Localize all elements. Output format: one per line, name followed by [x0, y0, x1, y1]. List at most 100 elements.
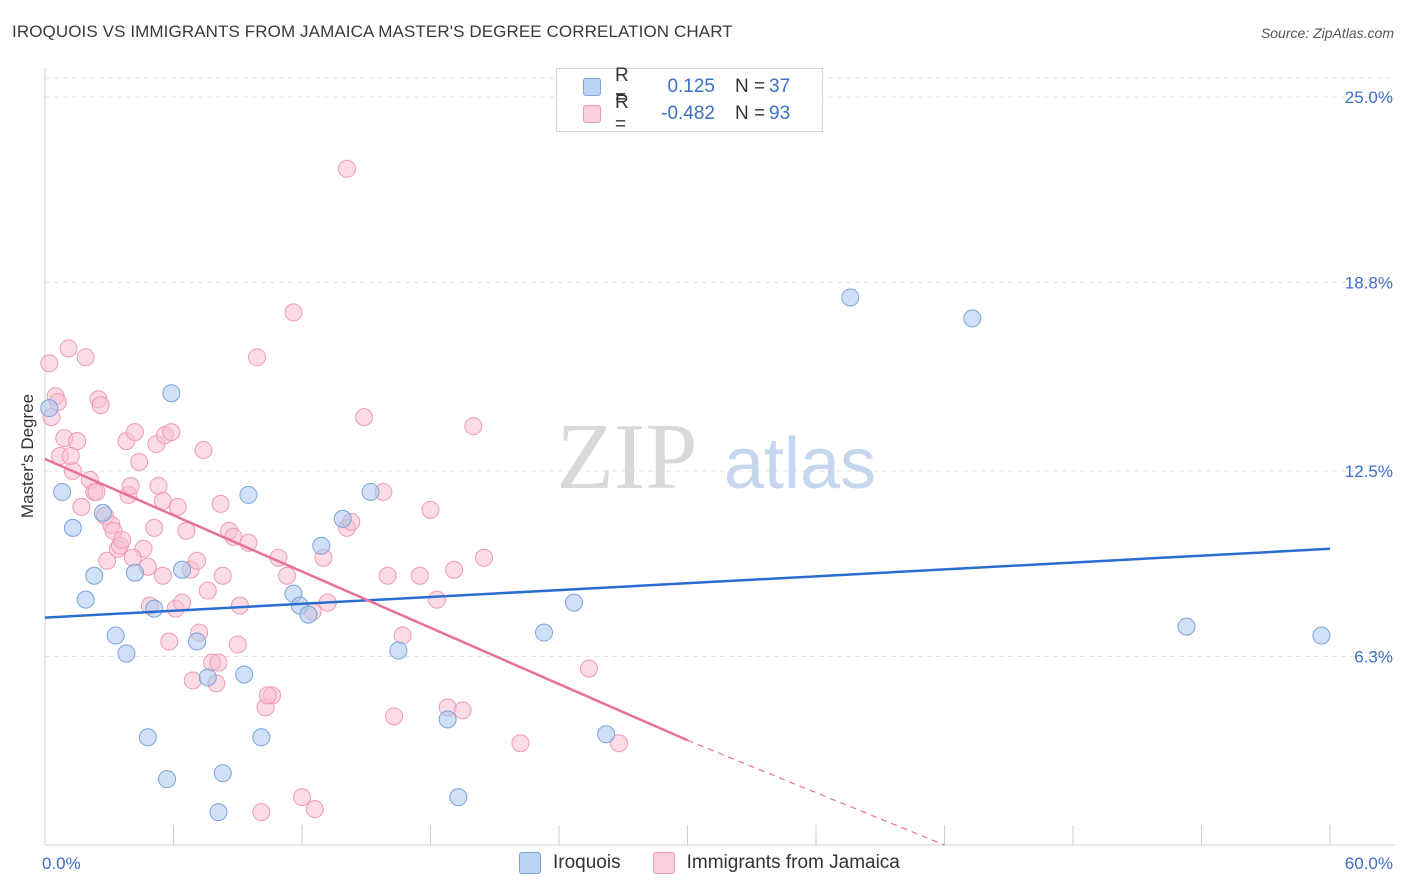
- legend-n-label: N =: [735, 103, 766, 124]
- jamaica-point: [410, 566, 429, 585]
- legend-row-jamaica: R = -0.482 N = 93: [583, 92, 791, 135]
- legend-r-label: R =: [615, 65, 629, 108]
- iroquois-point: [361, 482, 380, 501]
- jamaica-point: [464, 417, 483, 436]
- iroquois-point: [106, 626, 125, 645]
- jamaica-point: [337, 159, 356, 178]
- watermark-zip: ZIP: [557, 405, 698, 509]
- jamaica-point: [511, 734, 530, 753]
- series-legend: Iroquois Immigrants from Jamaica: [519, 852, 932, 874]
- iroquois-point: [40, 399, 59, 418]
- jamaica-trend-line: [44, 457, 689, 742]
- iroquois-point: [1312, 626, 1331, 645]
- iroquois-point: [1177, 617, 1196, 636]
- jamaica-point: [168, 497, 187, 516]
- jamaica-point: [293, 788, 311, 807]
- iroquois-trend-line: [44, 547, 1331, 619]
- jamaica-point: [228, 635, 247, 654]
- jamaica-point: [130, 453, 149, 472]
- legend-swatch-pink: [583, 105, 601, 123]
- trend-layer: [44, 457, 1331, 846]
- iroquois-point: [138, 728, 157, 747]
- axis-layer: 6.3% 12.5% 18.8% 25.0% 0.0% 60.0%: [42, 68, 1395, 873]
- source-label: Source: ZipAtlas.com: [1260, 25, 1394, 41]
- jamaica-point: [160, 632, 179, 651]
- x-tick-label: 60.0%: [1345, 854, 1393, 873]
- jamaica-point: [385, 707, 404, 726]
- jamaica-point: [213, 566, 232, 585]
- chart-title: IROQUOIS VS IMMIGRANTS FROM JAMAICA MAST…: [12, 22, 733, 41]
- jamaica-point: [475, 548, 494, 567]
- series-legend-jamaica[interactable]: Immigrants from Jamaica: [652, 852, 900, 874]
- iroquois-point: [93, 503, 112, 522]
- jamaica-point: [173, 593, 192, 612]
- jamaica-point: [209, 653, 228, 672]
- jamaica-trend-extension: [687, 739, 945, 846]
- jamaica-point: [91, 396, 110, 415]
- iroquois-point: [333, 509, 352, 528]
- iroquois-point: [198, 668, 217, 687]
- jamaica-point: [188, 551, 207, 570]
- iroquois-point: [963, 309, 982, 328]
- jamaica-point: [579, 659, 598, 678]
- jamaica-point: [453, 701, 472, 720]
- y-tick-label: 6.3%: [1354, 648, 1393, 667]
- x-tick-label: 0.0%: [42, 854, 81, 873]
- series-legend-iroquois[interactable]: Iroquois: [519, 852, 621, 874]
- legend-n-value: 37: [769, 76, 791, 97]
- legend-row-iroquois: R = 0.125 N = 37: [583, 65, 791, 108]
- jamaica-point: [258, 686, 277, 705]
- jamaica-point: [59, 339, 78, 358]
- legend-swatch-blue: [583, 78, 601, 96]
- legend-r-value: 0.125: [667, 76, 715, 97]
- iroquois-point: [235, 665, 254, 684]
- jamaica-point: [445, 560, 464, 579]
- iroquois-point: [188, 632, 207, 651]
- jamaica-point: [378, 566, 397, 585]
- y-tick-label: 18.8%: [1345, 274, 1393, 293]
- jamaica-point: [162, 423, 181, 442]
- iroquois-point: [117, 644, 136, 663]
- legend-r-value: -0.482: [661, 103, 715, 124]
- jamaica-point: [393, 626, 412, 645]
- jamaica-point: [98, 551, 117, 570]
- jamaica-point: [194, 441, 213, 460]
- jamaica-point: [153, 566, 172, 585]
- jamaica-point: [427, 590, 446, 609]
- jamaica-point: [421, 500, 440, 519]
- jamaica-point: [284, 303, 303, 322]
- iroquois-point: [239, 485, 258, 504]
- watermark: ZIP atlas: [557, 405, 877, 509]
- y-tick-label: 12.5%: [1345, 462, 1393, 481]
- stats-legend: R = 0.125 N = 37 R = -0.482 N = 93: [556, 65, 823, 135]
- series-swatch-pink: [652, 852, 675, 874]
- jamaica-point: [145, 518, 164, 537]
- jamaica-point: [609, 734, 628, 753]
- iroquois-point: [597, 725, 616, 744]
- iroquois-point: [125, 563, 144, 582]
- jamaica-point: [121, 476, 140, 495]
- iroquois-point: [312, 536, 331, 555]
- watermark-atlas: atlas: [724, 424, 876, 504]
- jamaica-point: [113, 530, 132, 549]
- grid-layer: [45, 77, 1395, 658]
- iroquois-point: [63, 518, 82, 537]
- series-label-jamaica: Immigrants from Jamaica: [686, 852, 900, 873]
- jamaica-point: [87, 482, 106, 501]
- points-layer: [40, 159, 1331, 822]
- jamaica-point: [68, 432, 87, 451]
- jamaica-point: [149, 476, 168, 495]
- jamaica-point: [278, 566, 297, 585]
- jamaica-point: [125, 423, 144, 442]
- y-tick-label: 25.0%: [1345, 88, 1393, 107]
- y-axis-label: Master's Degree: [18, 393, 37, 519]
- iroquois-point: [438, 710, 457, 729]
- iroquois-point: [535, 623, 554, 642]
- iroquois-point: [299, 605, 318, 624]
- jamaica-point: [72, 497, 91, 516]
- jamaica-point: [76, 348, 95, 367]
- jamaica-point: [40, 354, 59, 373]
- legend-n-value: 93: [769, 103, 791, 124]
- iroquois-point: [145, 599, 164, 618]
